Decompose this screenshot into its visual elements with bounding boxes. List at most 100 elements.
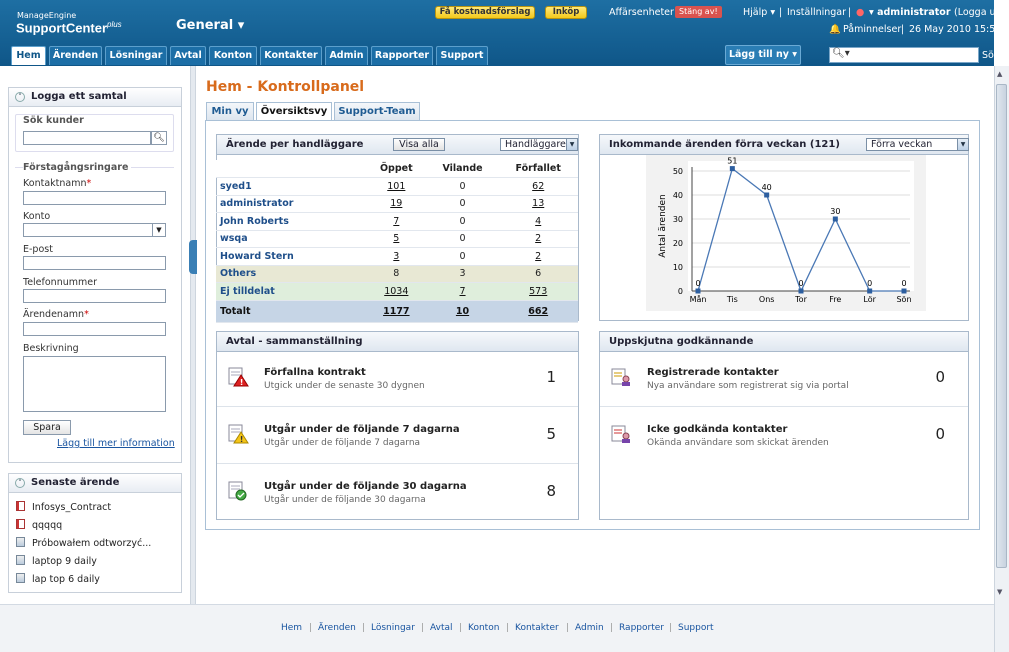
overdue-count[interactable]: 62 — [498, 177, 578, 196]
search-icon[interactable]: 🔍︎▾ — [832, 48, 850, 59]
tab-avtal[interactable]: Avtal — [170, 46, 206, 65]
technician-select[interactable]: Handläggare ▼ — [500, 138, 578, 151]
subject-input[interactable] — [23, 322, 166, 336]
footer-link-avtal[interactable]: Avtal — [430, 623, 453, 633]
row-count[interactable]: 5 — [546, 425, 556, 443]
row-count[interactable]: 8 — [546, 482, 556, 500]
global-search-input[interactable]: 🔍︎▾ — [829, 47, 979, 63]
open-count[interactable]: 19 — [366, 195, 427, 213]
open-count[interactable]: 101 — [366, 177, 427, 196]
scroll-thumb[interactable] — [996, 84, 1007, 568]
footer-link-hem[interactable]: Hem — [281, 623, 303, 633]
collapse-icon[interactable]: ˅ — [15, 478, 25, 488]
affarsenheter-link[interactable]: Affärsenheter — [609, 7, 674, 18]
overdue-count-link[interactable]: 13 — [532, 198, 545, 210]
collapse-icon[interactable]: ˅ — [15, 92, 25, 102]
footer-link-losningar[interactable]: Lösningar — [371, 623, 415, 633]
open-count[interactable]: 1177 — [366, 300, 427, 323]
email-input[interactable] — [23, 256, 166, 270]
open-count-link[interactable]: 7 — [393, 215, 400, 227]
help-link[interactable]: Hjälp ▾ — [743, 7, 775, 18]
recent-item[interactable]: lap top 6 daily — [16, 573, 100, 585]
open-count-link[interactable]: 1177 — [383, 305, 410, 317]
tab-konton[interactable]: Konton — [209, 46, 257, 65]
account-select[interactable]: ▼ — [23, 223, 166, 237]
tab-min-vy[interactable]: Min vy — [206, 102, 254, 120]
overdue-count-link[interactable]: 62 — [532, 180, 545, 192]
overdue-count-link[interactable]: 4 — [535, 215, 542, 227]
recent-item[interactable]: qqqqq — [16, 519, 62, 531]
reminders-link[interactable]: Påminnelser — [843, 24, 902, 35]
open-count[interactable]: 1034 — [366, 282, 427, 301]
inkop-button[interactable]: Inköp — [545, 6, 587, 19]
overdue-count[interactable]: 573 — [498, 282, 578, 301]
footer-link-konton[interactable]: Konton — [468, 623, 500, 633]
overdue-count-link[interactable]: 2 — [535, 250, 542, 262]
phone-input[interactable] — [23, 289, 166, 303]
customer-search-input[interactable] — [23, 131, 151, 145]
onhold-count-link[interactable]: 10 — [455, 305, 470, 317]
period-select[interactable]: Förra veckan ▼ — [866, 138, 969, 151]
overdue-count-link[interactable]: 573 — [529, 285, 548, 297]
row-count[interactable]: 0 — [935, 368, 945, 386]
open-count[interactable]: 7 — [366, 212, 427, 231]
search-button[interactable]: Sö — [982, 50, 994, 61]
module-selector[interactable]: General ▾ — [176, 18, 244, 33]
open-count-link[interactable]: 3 — [393, 250, 400, 262]
open-count-link[interactable]: 1034 — [384, 285, 409, 297]
onhold-count[interactable]: 10 — [426, 300, 499, 323]
footer-link-rapporter[interactable]: Rapporter — [619, 623, 664, 633]
open-count[interactable]: 3 — [366, 247, 427, 266]
recent-item[interactable]: Infosys_Contract — [16, 501, 111, 513]
expired-contracts-row[interactable]: ! Förfallna kontrakt Utgick under de sen… — [217, 351, 578, 407]
search-icon[interactable]: 🔍︎ — [151, 131, 167, 145]
open-count-link[interactable]: 19 — [390, 198, 403, 210]
open-count[interactable]: 5 — [366, 230, 427, 248]
footer-link-kontakter[interactable]: Kontakter — [515, 623, 559, 633]
show-all-button[interactable]: Visa alla — [393, 138, 445, 151]
contact-name-input[interactable] — [23, 191, 166, 205]
overdue-count[interactable]: 13 — [498, 195, 578, 213]
tab-support-team[interactable]: Support-Team — [334, 102, 420, 120]
overdue-count[interactable]: 2 — [498, 247, 578, 266]
description-textarea[interactable] — [23, 356, 166, 412]
tab-losningar[interactable]: Lösningar — [105, 46, 167, 65]
tab-support[interactable]: Support — [436, 46, 488, 65]
unapproved-contacts-row[interactable]: Icke godkända kontakter Okända användare… — [600, 408, 968, 464]
save-button[interactable]: Spara — [23, 420, 71, 435]
footer-link-arenden[interactable]: Ärenden — [318, 623, 356, 633]
overdue-count[interactable]: 662 — [498, 300, 578, 323]
tab-oversiktsvy[interactable]: Översiktsvy — [256, 102, 332, 121]
sidebar-splitter[interactable] — [190, 66, 196, 606]
recent-item[interactable]: Próbowałem odtworzyć... — [16, 537, 151, 549]
logout-link[interactable]: (Logga ut) — [954, 7, 1003, 18]
technician-name[interactable]: John Roberts — [216, 212, 366, 231]
tab-rapporter[interactable]: Rapporter — [371, 46, 433, 65]
scroll-up-icon[interactable]: ▲ — [997, 70, 1003, 78]
stang-av-badge[interactable]: Stäng av! — [675, 6, 722, 18]
row-count[interactable]: 1 — [546, 368, 556, 386]
app-logo[interactable]: SupportCenterplus — [16, 20, 122, 35]
tab-kontakter[interactable]: Kontakter — [260, 46, 322, 65]
tab-arenden[interactable]: Ärenden — [49, 46, 102, 65]
registered-contacts-row[interactable]: Registrerade kontakter Nya användare som… — [600, 351, 968, 407]
overdue-count-link[interactable]: 662 — [528, 305, 549, 317]
add-new-button[interactable]: Lägg till ny ▾ — [725, 45, 801, 65]
technician-name[interactable]: syed1 — [216, 177, 366, 196]
onhold-count-link[interactable]: 7 — [459, 285, 466, 297]
forslag-button[interactable]: Få kostnadsförslag — [435, 6, 535, 19]
onhold-count[interactable]: 7 — [426, 282, 499, 301]
overdue-count[interactable]: 4 — [498, 212, 578, 231]
open-count-link[interactable]: 5 — [393, 233, 400, 245]
footer-link-support[interactable]: Support — [678, 623, 714, 633]
add-more-info-link[interactable]: Lägg till mer information — [57, 438, 175, 449]
technician-name[interactable]: wsqa — [216, 230, 366, 248]
overdue-count-link[interactable]: 2 — [535, 233, 542, 245]
tab-hem[interactable]: Hem — [11, 46, 46, 65]
expiring-30-days-row[interactable]: Utgår under de följande 30 dagarna Utgår… — [217, 465, 578, 521]
sidebar-toggle-icon[interactable] — [189, 240, 197, 274]
footer-link-admin[interactable]: Admin — [575, 623, 604, 633]
technician-name[interactable]: Howard Stern — [216, 247, 366, 266]
installningar-link[interactable]: Inställningar — [787, 7, 847, 18]
recent-item[interactable]: laptop 9 daily — [16, 555, 97, 567]
